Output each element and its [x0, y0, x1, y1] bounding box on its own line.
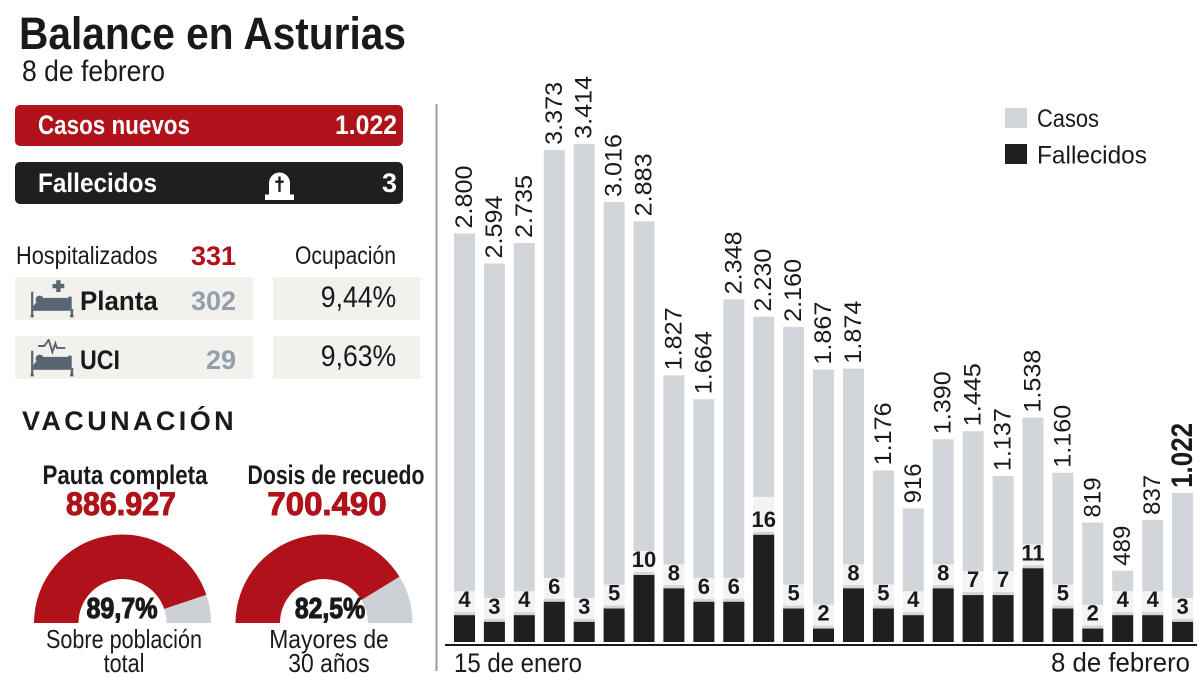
svg-text:1.176: 1.176: [870, 402, 897, 465]
svg-text:4: 4: [458, 587, 471, 612]
svg-text:2.160: 2.160: [780, 259, 807, 322]
svg-text:10: 10: [632, 547, 656, 572]
svg-text:6: 6: [728, 574, 740, 599]
svg-text:2: 2: [817, 601, 829, 626]
svg-text:8: 8: [668, 560, 680, 585]
svg-text:8: 8: [937, 560, 949, 585]
svg-text:8 de febrero: 8 de febrero: [1051, 648, 1190, 678]
svg-text:1.445: 1.445: [960, 363, 987, 426]
svg-text:819: 819: [1079, 477, 1106, 517]
svg-text:1.160: 1.160: [1049, 405, 1076, 468]
svg-text:4: 4: [518, 587, 531, 612]
svg-text:5: 5: [787, 581, 799, 606]
svg-text:5: 5: [1057, 581, 1069, 606]
svg-text:6: 6: [548, 574, 560, 599]
svg-text:2: 2: [1087, 601, 1099, 626]
svg-text:3: 3: [1176, 594, 1188, 619]
svg-text:7: 7: [967, 567, 979, 592]
svg-text:Casos: Casos: [1037, 105, 1099, 133]
svg-text:7: 7: [997, 567, 1009, 592]
svg-text:2.883: 2.883: [631, 153, 658, 216]
svg-text:2.735: 2.735: [511, 175, 538, 238]
svg-text:4: 4: [1147, 587, 1160, 612]
svg-text:11: 11: [1021, 540, 1044, 565]
svg-text:5: 5: [608, 581, 620, 606]
svg-text:5: 5: [877, 581, 889, 606]
svg-text:3.373: 3.373: [541, 82, 568, 145]
svg-text:1.867: 1.867: [810, 302, 837, 365]
svg-text:4: 4: [1117, 587, 1130, 612]
svg-text:4: 4: [907, 587, 920, 612]
svg-text:16: 16: [751, 507, 775, 532]
svg-text:3.414: 3.414: [571, 76, 598, 139]
svg-text:8: 8: [847, 560, 859, 585]
svg-text:3.016: 3.016: [601, 134, 628, 197]
svg-text:Fallecidos: Fallecidos: [1037, 142, 1147, 170]
svg-text:837: 837: [1139, 475, 1166, 515]
svg-text:3: 3: [578, 594, 590, 619]
svg-text:489: 489: [1109, 526, 1136, 566]
svg-text:1.390: 1.390: [930, 371, 957, 434]
svg-text:6: 6: [698, 574, 710, 599]
svg-text:916: 916: [900, 463, 927, 503]
svg-text:1.827: 1.827: [660, 307, 687, 370]
svg-text:1.874: 1.874: [840, 301, 867, 364]
svg-text:1.137: 1.137: [990, 408, 1017, 471]
svg-text:2.348: 2.348: [720, 231, 747, 294]
svg-text:1.538: 1.538: [1020, 350, 1047, 413]
svg-text:1.022: 1.022: [1166, 423, 1199, 488]
svg-text:2.594: 2.594: [481, 196, 508, 259]
svg-text:1.664: 1.664: [690, 331, 717, 394]
svg-text:2.230: 2.230: [750, 249, 777, 312]
svg-text:15 de enero: 15 de enero: [454, 648, 582, 678]
svg-text:2.800: 2.800: [451, 166, 478, 229]
svg-text:3: 3: [488, 594, 500, 619]
